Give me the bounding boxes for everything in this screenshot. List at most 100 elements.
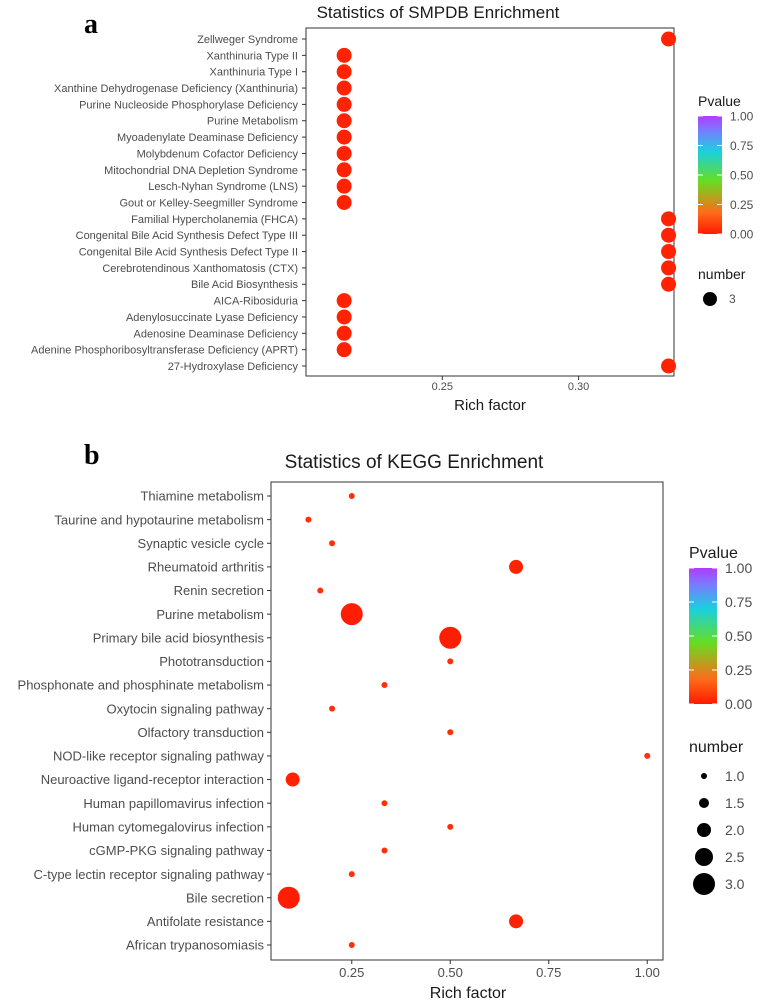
chart-b-plot-area bbox=[270, 481, 664, 961]
size-legend-dot bbox=[695, 848, 713, 866]
data-point bbox=[336, 325, 352, 341]
y-tick-label: Taurine and hypotaurine metabolism bbox=[54, 512, 264, 527]
x-tick-label: 0.30 bbox=[568, 381, 589, 393]
y-tick-label: Human papillomavirus infection bbox=[83, 796, 264, 811]
y-tick-label: Human cytomegalovirus infection bbox=[73, 820, 264, 835]
colorbar-tick-label: 0.00 bbox=[725, 696, 752, 712]
y-tick-label: Olfactory transduction bbox=[138, 725, 264, 740]
chart-a-legend: Pvalue 1.00 0.75 0.50 0.25 0.00 number 3 bbox=[698, 93, 754, 306]
size-legend-label: 3.0 bbox=[725, 876, 745, 892]
legend-b-number-title: number bbox=[689, 739, 744, 756]
data-point bbox=[661, 276, 677, 292]
data-point bbox=[317, 587, 324, 594]
y-tick-label: Phosphonate and phosphinate metabolism bbox=[18, 678, 264, 693]
y-tick-label: Xanthinuria Type II bbox=[206, 50, 298, 62]
size-legend-label: 2.5 bbox=[725, 849, 745, 865]
chart-b-legend: Pvalue 1.000.750.500.250.00 number 1.01.… bbox=[689, 545, 752, 895]
x-tick-label: 0.25 bbox=[432, 381, 453, 393]
y-tick-label: Antifolate resistance bbox=[147, 914, 264, 929]
y-tick-label: Xanthine Dehydrogenase Deficiency (Xanth… bbox=[54, 83, 298, 95]
y-tick-label: Bile secretion bbox=[186, 890, 264, 905]
y-tick-label: Oxytocin signaling pathway bbox=[106, 701, 264, 716]
colorbar-tick-label: 0.75 bbox=[725, 594, 752, 610]
data-point bbox=[348, 493, 355, 499]
y-tick-label: Bile Acid Biosynthesis bbox=[191, 279, 298, 291]
x-tick-label: 1.00 bbox=[635, 965, 660, 980]
chart-a-plot-area bbox=[305, 27, 675, 377]
legend-b-size-items: 1.0 1.5 2.0 2.5 3.0 bbox=[693, 768, 745, 895]
y-tick-label: Cerebrotendinous Xanthomatosis (CTX) bbox=[102, 263, 298, 275]
chart-a-y-labels: Zellweger Syndrome Xanthinuria Type II Xan… bbox=[31, 34, 306, 373]
data-point bbox=[509, 559, 524, 574]
size-legend-label: 2.0 bbox=[725, 822, 745, 838]
chart-b-x-ticks: 0.25 0.50 0.75 1.00 bbox=[339, 960, 660, 980]
y-tick-label: Congenital Bile Acid Synthesis Defect Ty… bbox=[76, 230, 298, 242]
data-point bbox=[381, 682, 388, 689]
colorbar-tick-label: 1.00 bbox=[730, 109, 754, 123]
data-point bbox=[336, 64, 352, 80]
x-tick-label: 0.75 bbox=[536, 965, 561, 980]
size-legend-dot bbox=[693, 873, 715, 895]
y-tick-label: Adenosine Deaminase Deficiency bbox=[134, 328, 299, 340]
data-point bbox=[447, 823, 454, 830]
data-point bbox=[336, 113, 352, 129]
data-point bbox=[305, 516, 312, 523]
y-tick-label: Congenital Bile Acid Synthesis Defect Ty… bbox=[79, 247, 298, 259]
y-tick-label: Zellweger Syndrome bbox=[197, 34, 298, 46]
y-tick-label: NOD-like receptor signaling pathway bbox=[53, 749, 264, 764]
chart-a: a Statistics of SMPDB Enrichment Zellweg… bbox=[31, 3, 754, 414]
data-point bbox=[661, 358, 677, 374]
y-tick-label: Adenine Phosphoribosyltransferase Defici… bbox=[31, 345, 298, 357]
y-tick-label: Myoadenylate Deaminase Deficiency bbox=[117, 132, 298, 144]
data-point bbox=[277, 886, 300, 909]
data-point bbox=[661, 227, 677, 243]
data-point bbox=[336, 96, 352, 112]
legend-b-pvalue-title: Pvalue bbox=[689, 545, 738, 562]
colorbar-tick-label: 0.75 bbox=[730, 139, 754, 153]
legend-a-color-ticks: 1.00 0.75 0.50 0.25 0.00 bbox=[698, 109, 754, 241]
chart-b-points bbox=[277, 493, 651, 948]
chart-a-points bbox=[336, 31, 677, 374]
data-point bbox=[336, 309, 352, 325]
colorbar-tick-label: 0.50 bbox=[725, 628, 752, 644]
y-tick-label: Neuroactive ligand-receptor interaction bbox=[41, 772, 264, 787]
size-legend-label: 1.0 bbox=[725, 768, 745, 784]
x-tick-label: 0.25 bbox=[339, 965, 364, 980]
colorbar-tick-label: 0.50 bbox=[730, 168, 754, 182]
y-tick-label: Primary bile acid biosynthesis bbox=[93, 630, 265, 645]
data-point bbox=[336, 129, 352, 145]
data-point bbox=[661, 211, 677, 227]
data-point bbox=[439, 626, 462, 649]
legend-a-size-dot bbox=[703, 292, 717, 306]
chart-a-title: Statistics of SMPDB Enrichment bbox=[317, 3, 560, 22]
y-tick-label: Mitochondrial DNA Depletion Syndrome bbox=[104, 165, 298, 177]
colorbar-tick-label: 1.00 bbox=[725, 560, 752, 576]
data-point bbox=[336, 293, 352, 309]
data-point bbox=[336, 342, 352, 358]
y-tick-label: Thiamine metabolism bbox=[140, 489, 264, 504]
size-legend-dot bbox=[701, 773, 707, 779]
y-tick-label: Purine Metabolism bbox=[207, 116, 298, 128]
data-point bbox=[447, 729, 454, 736]
data-point bbox=[336, 80, 352, 96]
chart-a-xlabel: Rich factor bbox=[454, 397, 526, 414]
y-tick-label: Familial Hypercholanemia (FHCA) bbox=[131, 214, 298, 226]
colorbar-tick-label: 0.25 bbox=[725, 662, 752, 678]
chart-b-y-labels: Thiamine metabolism Taurine and hypotauri… bbox=[18, 489, 271, 953]
legend-a-pvalue-title: Pvalue bbox=[698, 93, 741, 109]
size-legend-dot bbox=[699, 798, 709, 808]
data-point bbox=[329, 705, 336, 712]
data-point bbox=[336, 47, 352, 63]
size-legend-dot bbox=[697, 823, 711, 837]
y-tick-label: 27-Hydroxylase Deficiency bbox=[168, 361, 299, 373]
y-tick-label: Synaptic vesicle cycle bbox=[138, 536, 264, 551]
y-tick-label: Molybdenum Cofactor Deficiency bbox=[137, 148, 299, 160]
legend-a-number-title: number bbox=[698, 266, 746, 282]
data-point bbox=[381, 800, 388, 807]
data-point bbox=[336, 145, 352, 161]
data-point bbox=[447, 658, 454, 665]
y-tick-label: Xanthinuria Type I bbox=[210, 67, 298, 79]
data-point bbox=[381, 847, 388, 854]
y-tick-label: cGMP-PKG signaling pathway bbox=[89, 843, 264, 858]
chart-b: b Statistics of KEGG Enrichment Thiamine… bbox=[18, 440, 753, 1002]
